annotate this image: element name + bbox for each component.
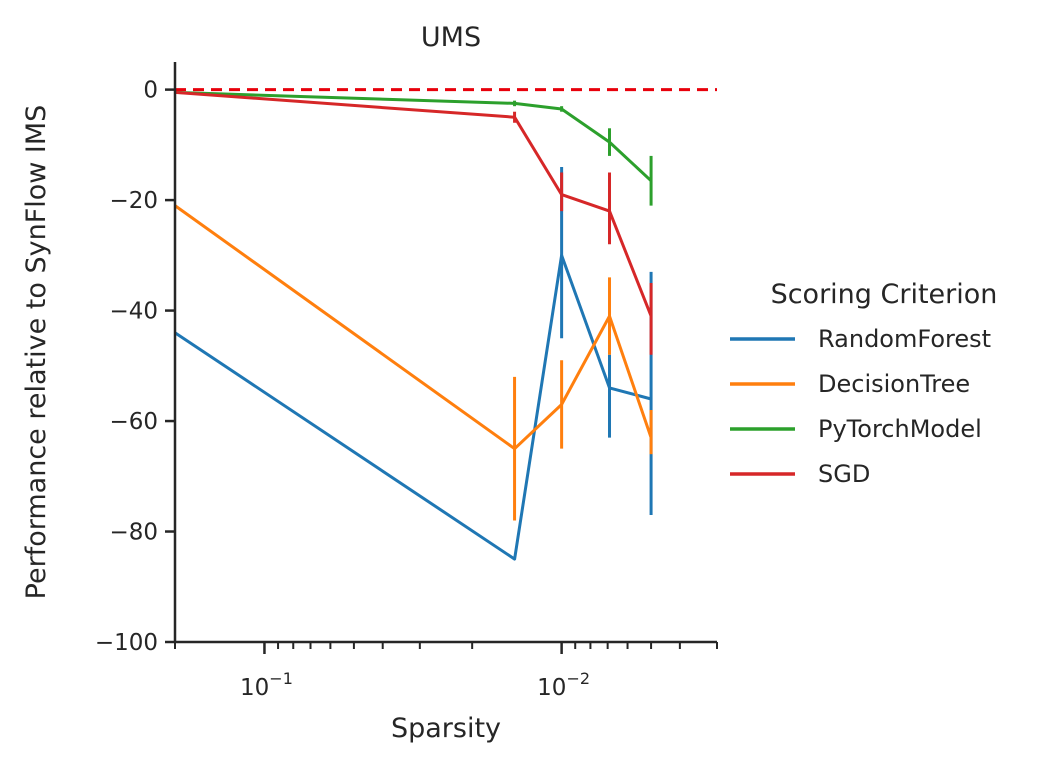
y-tick-label: −80 [109, 520, 158, 546]
y-tick-label: −60 [109, 409, 158, 435]
x-tick-label: 10−1 [240, 669, 293, 701]
axes: 0 −20 −40 −60 −80 −100 10−1 10−2 [95, 62, 718, 701]
series-line-pytorchmodel [174, 90, 653, 182]
plot-area [174, 88, 717, 561]
series-line-randomforest [174, 253, 652, 561]
legend-label-pytorchmodel: PyTorchModel [818, 415, 982, 443]
y-tick-label: −40 [109, 299, 158, 325]
legend-label-sgd: SGD [818, 460, 870, 488]
chart-title: UMS [421, 22, 481, 53]
legend: Scoring Criterion RandomForest DecisionTr… [730, 279, 997, 488]
y-tick-label: −100 [95, 630, 158, 656]
x-tick-label: 10−2 [537, 669, 590, 701]
y-axis-label: Performance relative to SynFlow IMS [21, 105, 52, 600]
legend-label-randomforest: RandomForest [818, 325, 991, 353]
series-line-sgd [174, 90, 653, 317]
legend-title: Scoring Criterion [771, 279, 998, 310]
legend-label-decisiontree: DecisionTree [818, 370, 970, 398]
series-line-decisiontree [174, 204, 653, 451]
x-axis-label: Sparsity [391, 713, 501, 744]
y-tick-label: −20 [109, 188, 158, 214]
y-tick-label: 0 [143, 78, 158, 104]
